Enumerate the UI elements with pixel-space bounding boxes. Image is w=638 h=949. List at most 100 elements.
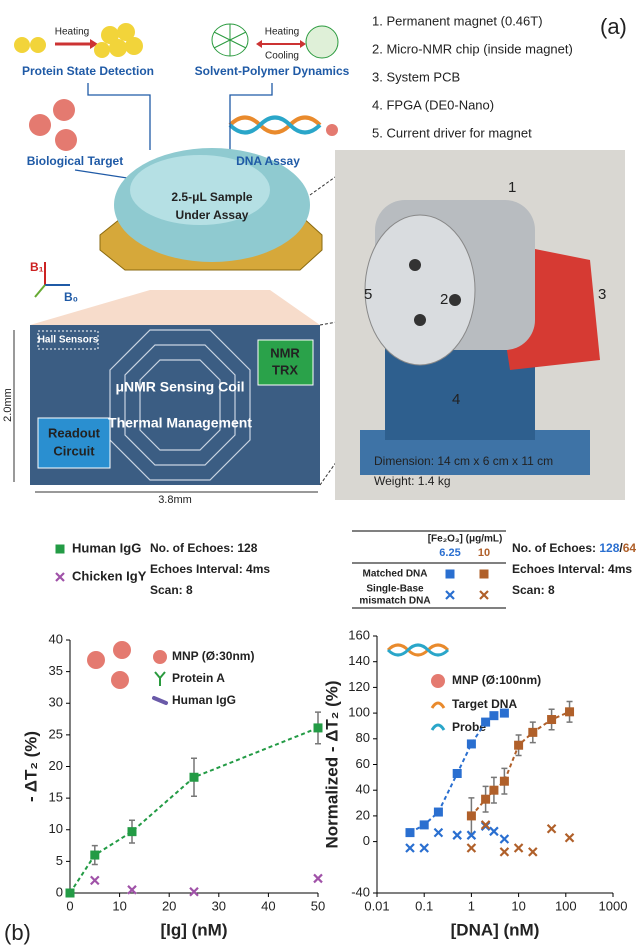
point [405,828,415,838]
x-tick-label: 30 [212,898,226,913]
info: 64 [623,541,637,555]
y-tick-label: 40 [356,782,370,797]
point [499,834,510,844]
info: / [619,541,623,555]
legend-label: Human IgG [72,540,141,555]
x-axis-label: [DNA] (nM) [451,920,540,939]
photo-label: 3 [598,286,606,303]
table-column: 10 [478,547,490,559]
x-tick-label: 50 [311,898,325,913]
point [65,888,75,898]
legend-marker [479,569,489,579]
photo-label: 2 [440,291,448,308]
label: Under Assay [176,208,249,222]
point [481,717,491,727]
table-header: [Fe₂O₃] (μg/mL) [428,534,503,545]
x-tick-label: 1 [468,898,475,913]
info: Scan: 8 [150,583,193,597]
y-tick-label: 35 [49,663,63,678]
y-tick-label: 30 [49,695,63,710]
label: Dimension: 14 cm x 6 cm x 11 cm [374,454,553,468]
schematic [13,23,441,493]
list-item: 4. FPGA (DE0-Nano) [372,97,494,112]
x-tick-label: 100 [555,898,577,913]
note: Target DNA [452,697,517,711]
point [313,723,323,733]
point [466,739,476,749]
info: Scan: 8 [512,583,555,597]
y-tick-label: 100 [348,705,370,720]
point [514,740,524,750]
y-tick-label: 40 [49,631,63,646]
label: Hall Sensors [38,335,99,346]
point [452,830,462,840]
x-tick-label: 10 [112,898,126,913]
y-axis-label: - ΔT₂ (%) [21,731,40,802]
panel-label: (a) [600,14,627,39]
legend-marker [445,590,455,600]
label: 2.5-μL Sample [171,190,252,204]
photo-label: 5 [364,286,372,303]
point [189,886,199,897]
note: Probe [452,720,486,734]
point [466,830,477,840]
point [489,785,499,795]
point [547,715,557,725]
y-tick-label: 20 [49,758,63,773]
x-tick-label: 10 [511,898,525,913]
point [90,850,100,860]
photo-label: 1 [508,179,516,196]
x-tick-label: 0.1 [415,898,433,913]
x-tick-label: 0 [66,898,73,913]
y-tick-label: 160 [348,627,370,642]
x-tick-label: 0.01 [364,898,389,913]
info: Echoes Interval: 4ms [512,562,632,576]
point [480,820,491,830]
panel-label: (b) [4,920,31,945]
point [127,885,137,895]
label: Weight: 1.4 kg [374,474,451,488]
y-tick-label: 15 [49,790,63,805]
y-axis-label: Normalized - ΔT₂ (%) [322,680,341,848]
label: Circuit [53,443,95,458]
label: TRX [272,362,298,377]
info: No. of Echoes: [512,541,599,555]
note: Human IgG [172,693,236,707]
point [433,807,443,817]
point [489,826,499,837]
legend-marker [479,590,489,600]
x-tick-label: 1000 [599,898,628,913]
y-tick-label: 0 [363,833,370,848]
info: Echoes Interval: 4ms [150,562,270,576]
point [499,708,509,718]
point [127,827,137,837]
inset-icons [87,641,450,731]
point [313,873,323,884]
y-tick-label: 80 [356,730,370,745]
point [405,843,415,853]
y-tick-label: 140 [348,653,370,668]
info: No. of Echoes: 128 [150,541,258,555]
table-row: Matched DNA [362,569,427,580]
point [189,772,199,782]
legend-marker [445,569,455,579]
label: Thermal Management [108,415,252,431]
label: Readout [48,425,101,440]
table-row: mismatch DNA [359,596,430,607]
note: MNP (Ø:100nm) [452,673,541,687]
point [499,776,509,786]
label: 2.0mm [2,388,14,422]
table-column: 6.25 [439,547,460,559]
label: B₁ [30,260,44,274]
label: Heating [55,27,89,38]
legend-label: Chicken IgY [72,568,147,583]
label: DNA Assay [236,154,300,168]
point [499,847,510,857]
x-axis-label: [Ig] (nM) [160,920,227,939]
list-item: 2. Micro-NMR chip (inside magnet) [372,41,573,56]
point [565,707,575,717]
photo-label: 4 [452,391,460,408]
y-tick-label: 10 [49,821,63,836]
point [466,811,476,821]
